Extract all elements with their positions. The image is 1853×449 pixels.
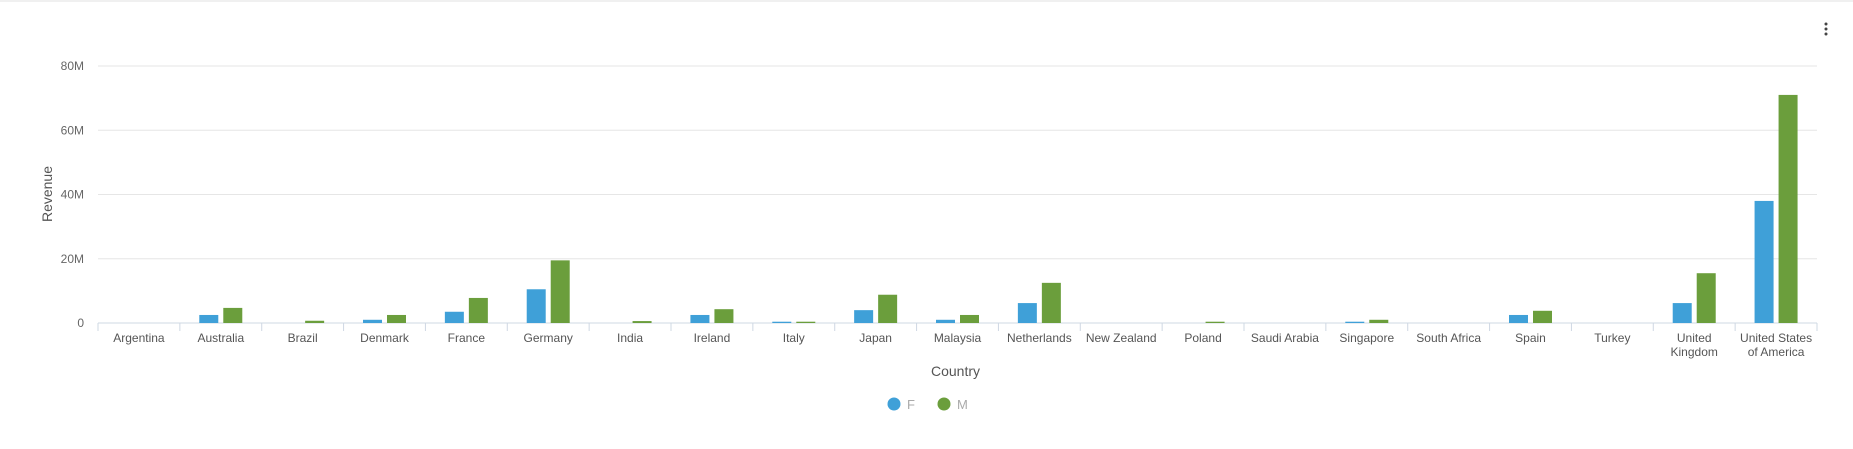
bar-M (550, 260, 570, 323)
bar-F (1345, 321, 1365, 323)
x-tick-label: Turkey (1594, 331, 1630, 345)
bar-F (936, 319, 955, 323)
bar-M (1533, 310, 1552, 323)
x-tick-label: India (617, 331, 643, 345)
more-options-button[interactable] (1819, 18, 1833, 40)
bar-M (1696, 273, 1716, 323)
bar-F (363, 319, 382, 323)
x-tick-label: New Zealand (1086, 331, 1157, 345)
legend-label: F (907, 397, 915, 412)
y-tick-label: 80M (61, 59, 84, 73)
bar-M (632, 321, 652, 323)
bar-M (305, 320, 325, 323)
bar-M (1205, 321, 1225, 323)
x-tick-label: Denmark (360, 331, 410, 345)
bar-F (199, 314, 219, 323)
legend-marker (937, 397, 951, 411)
x-tick-label: Japan (859, 331, 892, 345)
x-tick-label: Germany (524, 331, 573, 345)
bar-F (1509, 314, 1528, 323)
legend-item-F[interactable]: F (887, 397, 916, 412)
x-tick-label: Poland (1184, 331, 1221, 345)
bar-F (526, 289, 546, 323)
x-tick-label: Argentina (113, 331, 165, 345)
bar-F (1754, 200, 1774, 323)
legend-item-M[interactable]: M (937, 397, 968, 412)
x-tick-label: Italy (783, 331, 805, 345)
more-vertical-icon (1824, 22, 1828, 36)
x-tick-label: France (448, 331, 486, 345)
bar-M (1041, 282, 1061, 323)
y-tick-label: 20M (61, 252, 84, 266)
bar-F (690, 314, 710, 323)
bar-M (878, 294, 898, 323)
bar-M (1369, 319, 1389, 323)
x-tick-label: Saudi Arabia (1251, 331, 1319, 345)
y-tick-label: 60M (61, 123, 84, 137)
bar-F (772, 321, 792, 323)
x-tick-label: Malaysia (934, 331, 982, 345)
bar-M (387, 314, 406, 323)
bar-M (960, 314, 979, 323)
x-tick-label: Australia (197, 331, 244, 345)
top-divider (0, 0, 1853, 2)
x-tick-label: Ireland (694, 331, 731, 345)
bar-M (1778, 94, 1798, 323)
x-tick-label: Brazil (288, 331, 318, 345)
bar-M (223, 307, 243, 323)
bar-M (796, 321, 816, 323)
x-tick-label: United States of America (1740, 331, 1812, 359)
y-tick-label: 40M (61, 188, 84, 202)
bar-F (1672, 303, 1692, 323)
bar-F (1017, 303, 1037, 323)
x-axis-title: Country (931, 363, 980, 379)
bar-F (854, 310, 874, 323)
x-tick-label: United Kingdom (1671, 331, 1718, 359)
legend-label: M (957, 397, 968, 412)
bar-M (714, 309, 734, 323)
bar-M (468, 297, 488, 323)
y-axis-title: Revenue (39, 166, 55, 222)
legend-marker (887, 397, 901, 411)
y-tick-label: 0 (77, 316, 84, 330)
x-tick-label: Netherlands (1007, 331, 1072, 345)
x-tick-label: Singapore (1339, 331, 1394, 345)
x-tick-label: South Africa (1416, 331, 1481, 345)
x-tick-label: Spain (1515, 331, 1546, 345)
bar-F (444, 311, 464, 323)
